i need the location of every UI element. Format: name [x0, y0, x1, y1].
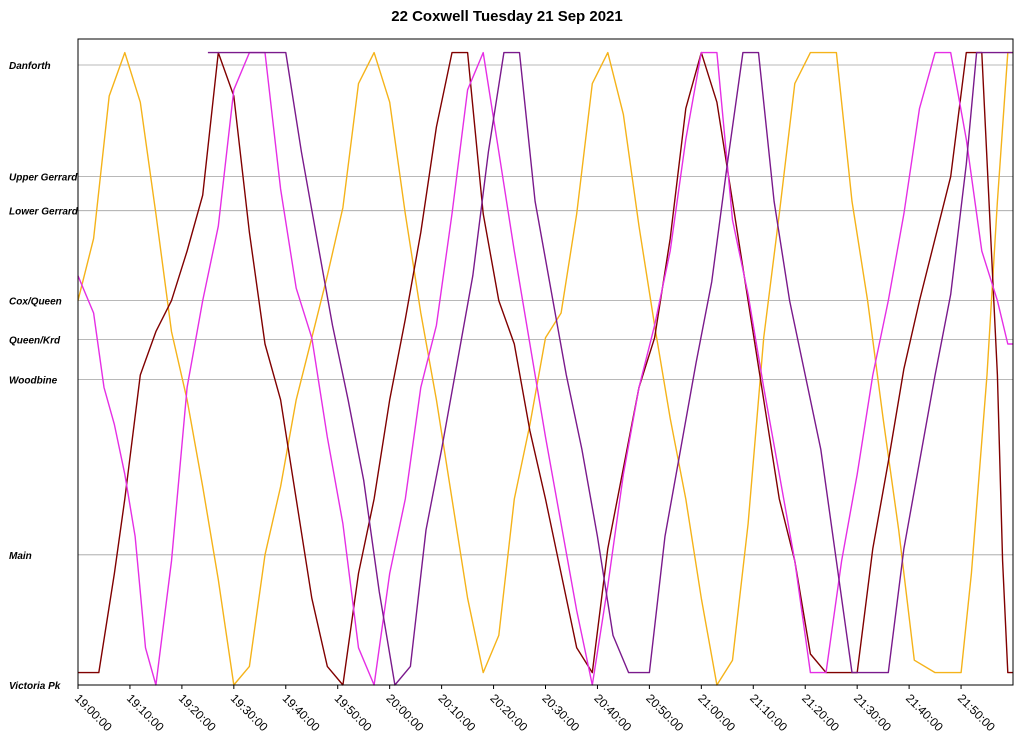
x-tick-label: 21:50:00: [955, 691, 998, 734]
plot-frame: [77, 38, 1014, 686]
bus-trace-line: [77, 51, 1013, 686]
x-tick-labels: 19:00:00 19:10:00 19:20:00 19:30:00 19:40:00…: [72, 685, 998, 734]
x-tick-label: 19:20:00: [176, 691, 219, 734]
stop-label: Queen/Krd: [9, 336, 61, 347]
stop-label: Main: [9, 551, 32, 562]
x-tick-label: 19:00:00: [72, 691, 115, 734]
x-tick-label: 20:20:00: [487, 691, 530, 734]
x-tick-label: 20:40:00: [591, 691, 634, 734]
stop-label: Cox/Queen: [9, 297, 62, 308]
series-lines: [77, 51, 1013, 686]
x-tick-label: 20:00:00: [384, 691, 427, 734]
stop-label: Upper Gerrard: [9, 173, 78, 184]
x-tick-label: 19:10:00: [124, 691, 167, 734]
stop-label: Victoria Pk: [9, 681, 61, 692]
stop-label: Lower Gerrard: [9, 207, 79, 218]
x-tick-label: 21:00:00: [695, 691, 738, 734]
bus-trace-line: [77, 51, 1013, 686]
chart-title: 22 Coxwell Tuesday 21 Sep 2021: [391, 8, 623, 25]
x-tick-label: 21:20:00: [799, 691, 842, 734]
x-tick-label: 20:30:00: [539, 691, 582, 734]
stop-label: Woodbine: [9, 375, 58, 386]
bus-trace-line: [207, 51, 1013, 686]
x-tick-label: 19:50:00: [332, 691, 375, 734]
x-tick-label: 21:10:00: [747, 691, 790, 734]
x-tick-label: 19:30:00: [228, 691, 271, 734]
bus-trace-line: [78, 51, 1013, 686]
stop-label: Danforth: [9, 61, 51, 72]
x-tick-label: 19:40:00: [280, 691, 323, 734]
x-tick-label: 20:50:00: [643, 691, 686, 734]
stop-labels: Danforth Upper Gerrard Lower Gerrard Cox/Qu…: [9, 61, 79, 692]
x-tick-label: 20:10:00: [435, 691, 478, 734]
x-tick-label: 21:30:00: [851, 691, 894, 734]
x-tick-label: 21:40:00: [903, 691, 946, 734]
